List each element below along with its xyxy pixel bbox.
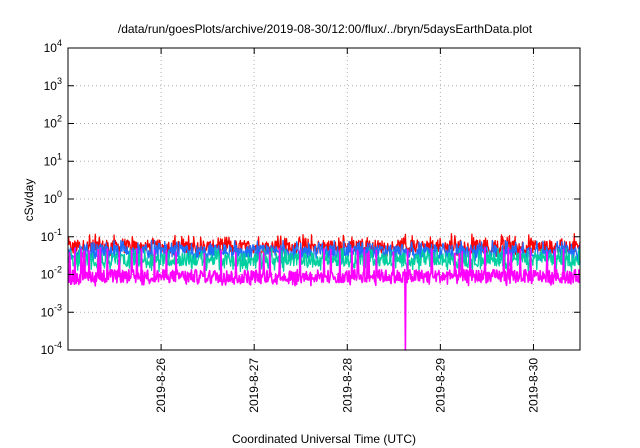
- series-line: [67, 247, 581, 351]
- y-tick-label: 102: [44, 114, 62, 131]
- y-tick-label: 10-3: [41, 302, 62, 319]
- y-tick-label: 103: [44, 76, 62, 93]
- grid-lines: [68, 48, 580, 350]
- y-axis-label: cSv/day: [22, 179, 36, 222]
- x-tick-label: 2019-8-27: [247, 358, 261, 413]
- y-tick-label: 104: [44, 38, 62, 55]
- x-axis-label: Coordinated Universal Time (UTC): [232, 432, 416, 446]
- y-tick-label: 10-2: [41, 265, 62, 282]
- y-tick-label: 10-4: [41, 340, 62, 357]
- chart-title: /data/run/goesPlots/archive/2019-08-30/1…: [118, 22, 533, 36]
- y-tick-label: 100: [44, 189, 62, 206]
- series-lines: [67, 233, 581, 351]
- tick-labels: 10-4 10-3 10-2 10-1 100 101 102 103 104 2019-8-26…: [41, 38, 541, 413]
- y-tick-label: 101: [44, 151, 62, 168]
- y-tick-label: 10-1: [41, 227, 62, 244]
- x-tick-label: 2019-8-30: [526, 358, 540, 413]
- x-tick-label: 2019-8-28: [340, 358, 354, 413]
- plot-frame: [67, 47, 581, 351]
- x-tick-label: 2019-8-29: [433, 358, 447, 413]
- x-tick-label: 2019-8-26: [154, 358, 168, 413]
